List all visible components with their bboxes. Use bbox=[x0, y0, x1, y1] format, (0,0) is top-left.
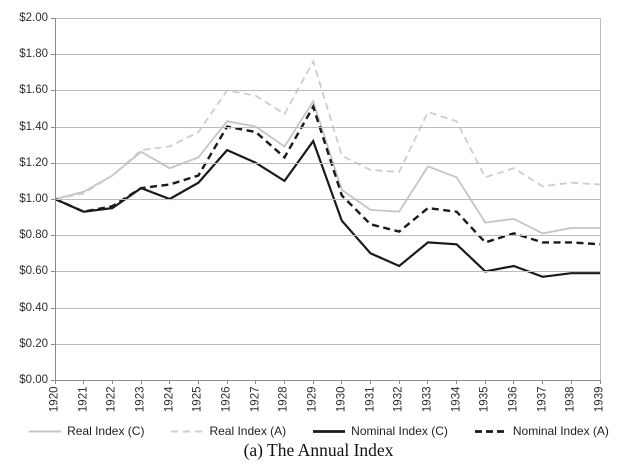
y-axis-tick bbox=[51, 163, 55, 164]
y-axis-tick bbox=[51, 344, 55, 345]
x-axis-tick bbox=[570, 380, 572, 384]
x-axis-tick bbox=[283, 380, 285, 384]
x-axis-label: 1927 bbox=[249, 386, 262, 413]
series-line-real-index-c bbox=[54, 99, 600, 235]
gridline bbox=[55, 199, 600, 200]
legend-swatch-real-index-a bbox=[171, 430, 204, 432]
x-axis-tick bbox=[427, 380, 429, 384]
x-axis-tick bbox=[226, 380, 228, 384]
y-axis-label: $2.00 bbox=[19, 12, 48, 24]
y-axis-label: $1.20 bbox=[19, 157, 48, 169]
x-axis-tick bbox=[341, 380, 343, 384]
x-axis-tick bbox=[542, 380, 544, 384]
gridline bbox=[55, 308, 600, 309]
chart-lines bbox=[54, 59, 601, 278]
x-axis-label: 1922 bbox=[105, 386, 118, 413]
plot-right-border bbox=[600, 18, 601, 380]
x-axis-tick bbox=[456, 380, 458, 384]
x-axis-label: 1930 bbox=[335, 386, 348, 413]
y-axis-tick bbox=[51, 271, 55, 272]
x-axis-label: 1920 bbox=[48, 386, 61, 413]
legend-label: Nominal Index (C) bbox=[351, 424, 448, 438]
x-axis-label: 1929 bbox=[306, 386, 319, 413]
x-axis-tick bbox=[197, 380, 199, 384]
x-axis-label: 1935 bbox=[478, 386, 491, 413]
gridline bbox=[55, 127, 600, 128]
x-axis-tick bbox=[370, 380, 372, 384]
x-axis-label: 1931 bbox=[364, 386, 377, 413]
x-axis-tick bbox=[255, 380, 257, 384]
legend-label: Real Index (C) bbox=[67, 424, 145, 438]
legend-label: Nominal Index (A) bbox=[512, 424, 609, 438]
x-axis-label: 1921 bbox=[77, 386, 90, 413]
legend-swatch-nominal-index-c bbox=[313, 429, 346, 433]
y-axis-label: $0.60 bbox=[19, 265, 48, 277]
series-line-nominal-index-c bbox=[54, 138, 600, 278]
gridline bbox=[55, 380, 600, 381]
x-axis-label: 1938 bbox=[564, 386, 577, 413]
y-axis-tick bbox=[51, 90, 55, 91]
gridline bbox=[55, 344, 600, 345]
y-axis-label: $1.80 bbox=[19, 48, 48, 60]
x-axis-label: 1925 bbox=[191, 386, 204, 413]
chart-caption: (a) The Annual Index bbox=[243, 440, 394, 460]
chart-legend: Real Index (C) Real Index (A) Nominal Inde… bbox=[0, 424, 637, 438]
gridline bbox=[55, 163, 600, 164]
y-axis-tick bbox=[51, 18, 55, 19]
x-axis-tick bbox=[140, 380, 142, 384]
plot-area bbox=[54, 18, 601, 381]
x-axis-label: 1928 bbox=[277, 386, 290, 413]
x-axis-label: 1939 bbox=[593, 386, 606, 413]
y-axis-tick bbox=[51, 380, 55, 381]
x-axis-tick bbox=[398, 380, 400, 384]
y-axis-label: $0.00 bbox=[19, 374, 48, 386]
y-axis-tick bbox=[51, 235, 55, 236]
x-axis-tick bbox=[484, 380, 486, 384]
y-axis-tick bbox=[51, 308, 55, 309]
x-axis-tick bbox=[312, 380, 314, 384]
x-axis-label: 1926 bbox=[220, 386, 233, 413]
x-axis-tick bbox=[169, 380, 171, 384]
y-axis-label: $1.00 bbox=[19, 193, 48, 205]
y-axis-line bbox=[55, 18, 56, 381]
y-axis-tick bbox=[51, 54, 55, 55]
y-axis-tick bbox=[51, 127, 55, 128]
x-axis-label: 1924 bbox=[163, 386, 176, 413]
x-axis-label: 1932 bbox=[392, 386, 405, 413]
y-axis-label: $0.20 bbox=[19, 338, 48, 350]
x-axis-tick bbox=[513, 380, 515, 384]
y-axis-tick bbox=[51, 199, 55, 200]
gridline bbox=[55, 54, 600, 55]
x-axis-tick bbox=[54, 380, 56, 384]
x-axis-label: 1923 bbox=[134, 386, 147, 413]
legend-swatch-real-index-c bbox=[29, 430, 62, 432]
gridline bbox=[55, 271, 600, 272]
legend-label: Real Index (A) bbox=[209, 424, 287, 438]
legend-item: Real Index (A) bbox=[170, 424, 286, 438]
y-axis-label: $1.40 bbox=[19, 121, 48, 133]
x-axis-tick bbox=[111, 380, 113, 384]
x-axis-label: 1936 bbox=[507, 386, 520, 413]
legend-item: Nominal Index (C) bbox=[312, 424, 448, 438]
x-axis-label: 1933 bbox=[421, 386, 434, 413]
series-line-real-index-a bbox=[54, 59, 601, 200]
legend-item: Nominal Index (A) bbox=[474, 424, 609, 438]
y-axis-label: $1.60 bbox=[19, 84, 48, 96]
legend-swatch-nominal-index-a bbox=[474, 429, 507, 433]
x-axis-label: 1937 bbox=[536, 386, 549, 413]
x-axis-tick bbox=[83, 380, 85, 384]
x-axis-tick bbox=[599, 380, 601, 384]
legend-item: Real Index (C) bbox=[28, 424, 144, 438]
y-axis-label: $0.80 bbox=[19, 229, 48, 241]
y-axis-label: $0.40 bbox=[19, 302, 48, 314]
x-axis-label: 1934 bbox=[450, 386, 463, 413]
series-line-nominal-index-a bbox=[54, 103, 601, 246]
gridline bbox=[55, 18, 600, 19]
gridline bbox=[55, 235, 600, 236]
gridline bbox=[55, 90, 600, 91]
